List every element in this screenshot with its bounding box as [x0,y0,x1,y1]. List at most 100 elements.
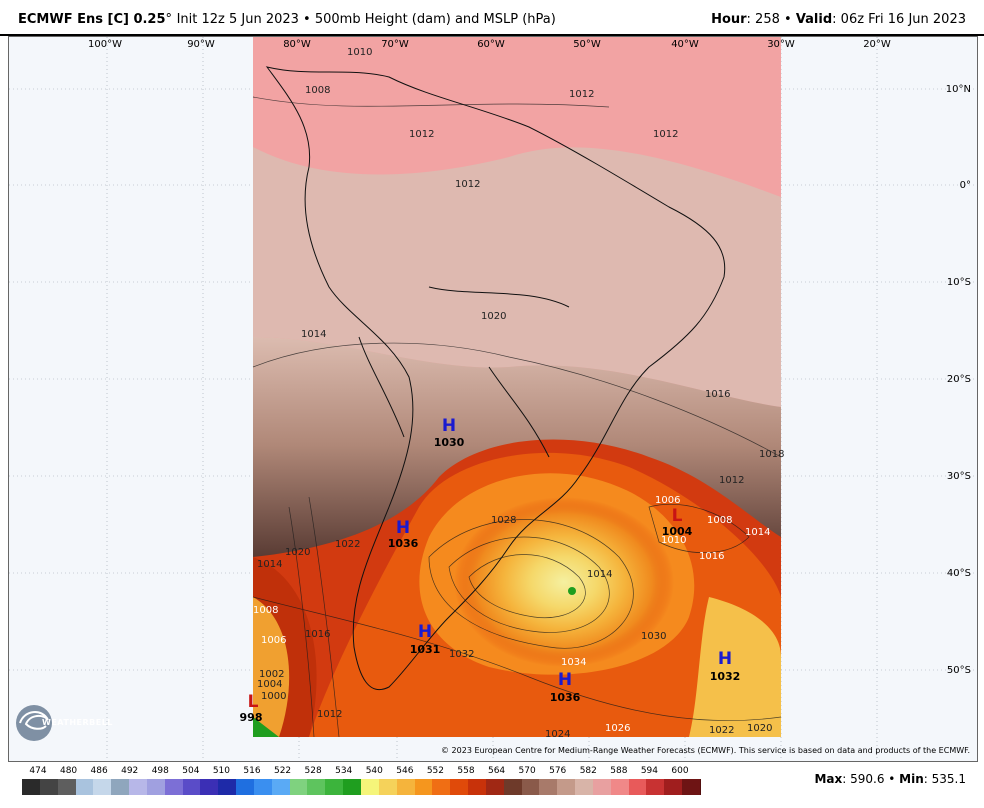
max-min-values: Max: 590.6 • Min: 535.1 [814,772,966,786]
legend-tick-label: 600 [671,766,689,776]
legend-color-swatch [22,779,41,795]
legend-tick-label: 498 [151,766,169,776]
contour-label: 1024 [545,729,570,740]
high-pressure-center: H 1036 [388,518,419,550]
legend-tick-label: 594 [640,766,659,776]
legend-color-swatch [164,779,184,795]
lat-label: 40°S [947,568,971,579]
legend-tick-label: 474 [29,766,47,776]
legend-color-swatch [182,779,202,795]
contour-label: 1012 [409,129,434,140]
legend-color-swatch [450,779,470,795]
legend-color-swatch [610,779,630,795]
min-height-marker [568,587,576,595]
legend-color-swatch [628,779,648,795]
legend-tick-label: 480 [59,766,78,776]
legend-color-swatch [39,779,59,795]
legend-color-swatch [57,779,77,795]
contour-label: 1004 [257,679,282,690]
legend-color-swatch [592,779,612,795]
legend-color-swatch [432,779,452,795]
contour-label: 1006 [655,495,680,506]
contour-label: 1016 [305,629,330,640]
legend-color-swatch [218,779,238,795]
high-marker: H [718,649,732,669]
legend-color-swatch [307,779,327,795]
valid-time: Hour: 258 • Valid: 06z Fri 16 Jun 2023 [711,12,966,27]
legend-color-swatch [271,779,291,795]
low-marker: L [672,506,683,526]
legend-color-swatch [289,779,309,795]
lon-label: 100°W [88,39,122,50]
low-value: 1004 [662,525,693,538]
legend-tick-label: 504 [182,766,200,776]
legend-tick-label: 492 [121,766,139,776]
legend-color-swatch [539,779,559,795]
lon-label: 30°W [767,39,795,50]
max-label: Max [814,772,843,786]
high-value: 1031 [410,643,441,656]
legend-color-swatch [414,779,434,795]
latitude-labels: 10°N 0° 10°S 20°S 30°S 40°S 50°S [946,84,971,676]
hour-value: : 258 • [746,12,796,27]
lon-label: 80°W [283,39,311,50]
contour-label: 1006 [261,635,286,646]
legend-color-swatch [129,779,148,795]
map-canvas: 100°W 90°W 80°W 70°W 60°W 50°W 40°W 30°W… [9,37,977,761]
legend-tick-label: 522 [273,766,292,776]
coastlines [265,66,726,690]
legend-tick-label: 552 [426,766,445,776]
legend-color-swatch [343,779,362,795]
legend-color-swatch [521,779,541,795]
lat-label: 50°S [947,665,971,676]
contour-label: 1014 [587,569,612,580]
contour-label: 1012 [719,475,744,486]
contour-label: 1026 [605,723,630,734]
height-field [253,37,781,737]
contour-label: 1008 [305,85,330,96]
legend-color-swatch [325,779,345,795]
contour-label: 1010 [347,47,372,58]
lon-label: 20°W [863,39,891,50]
lat-label: 30°S [947,471,971,482]
legend-tick-label: 528 [304,766,322,776]
legend-color-swatch [111,779,131,795]
legend-tick-label: 570 [518,766,536,776]
contour-label: 1014 [257,559,282,570]
legend-tick-label: 576 [549,766,567,776]
legend-color-swatch [146,779,166,795]
legend-tick-label: 546 [396,766,414,776]
high-marker: H [418,622,432,642]
contour-label: 1034 [561,657,586,668]
lon-label: 50°W [573,39,601,50]
high-marker: H [558,670,572,690]
high-marker: H [442,416,456,436]
min-label: Min [899,772,924,786]
max-value: : 590.6 • [842,772,900,786]
high-pressure-center: H 1031 [410,622,441,656]
high-marker: H [396,518,410,538]
contour-label: 1000 [261,691,286,702]
contour-label: 1012 [653,129,678,140]
legend-color-swatch [485,779,505,795]
legend-color-swatch [396,779,416,795]
legend-color-swatch [575,779,594,795]
legend-tick-label: 540 [365,766,383,776]
lat-label: 0° [960,180,971,191]
init-description: Init 12z 5 Jun 2023 • 500mb Height (dam)… [176,12,556,27]
legend-color-swatch [468,779,487,795]
contour-label: 1016 [699,551,724,562]
high-value: 1036 [550,691,581,704]
map-panel: 100°W 90°W 80°W 70°W 60°W 50°W 40°W 30°W… [8,36,978,762]
legend-color-swatch [361,779,380,795]
lon-label: 40°W [671,39,699,50]
legend-tick-label: 582 [579,766,597,776]
high-pressure-center: H 1032 [710,649,741,683]
low-marker: L [248,692,259,712]
lat-label: 10°N [946,84,971,95]
contour-label: 1022 [709,725,734,736]
contour-label: 1012 [569,89,594,100]
high-value: 1030 [434,436,465,449]
legend-color-swatch [200,779,220,795]
legend-color-swatch [75,779,95,795]
